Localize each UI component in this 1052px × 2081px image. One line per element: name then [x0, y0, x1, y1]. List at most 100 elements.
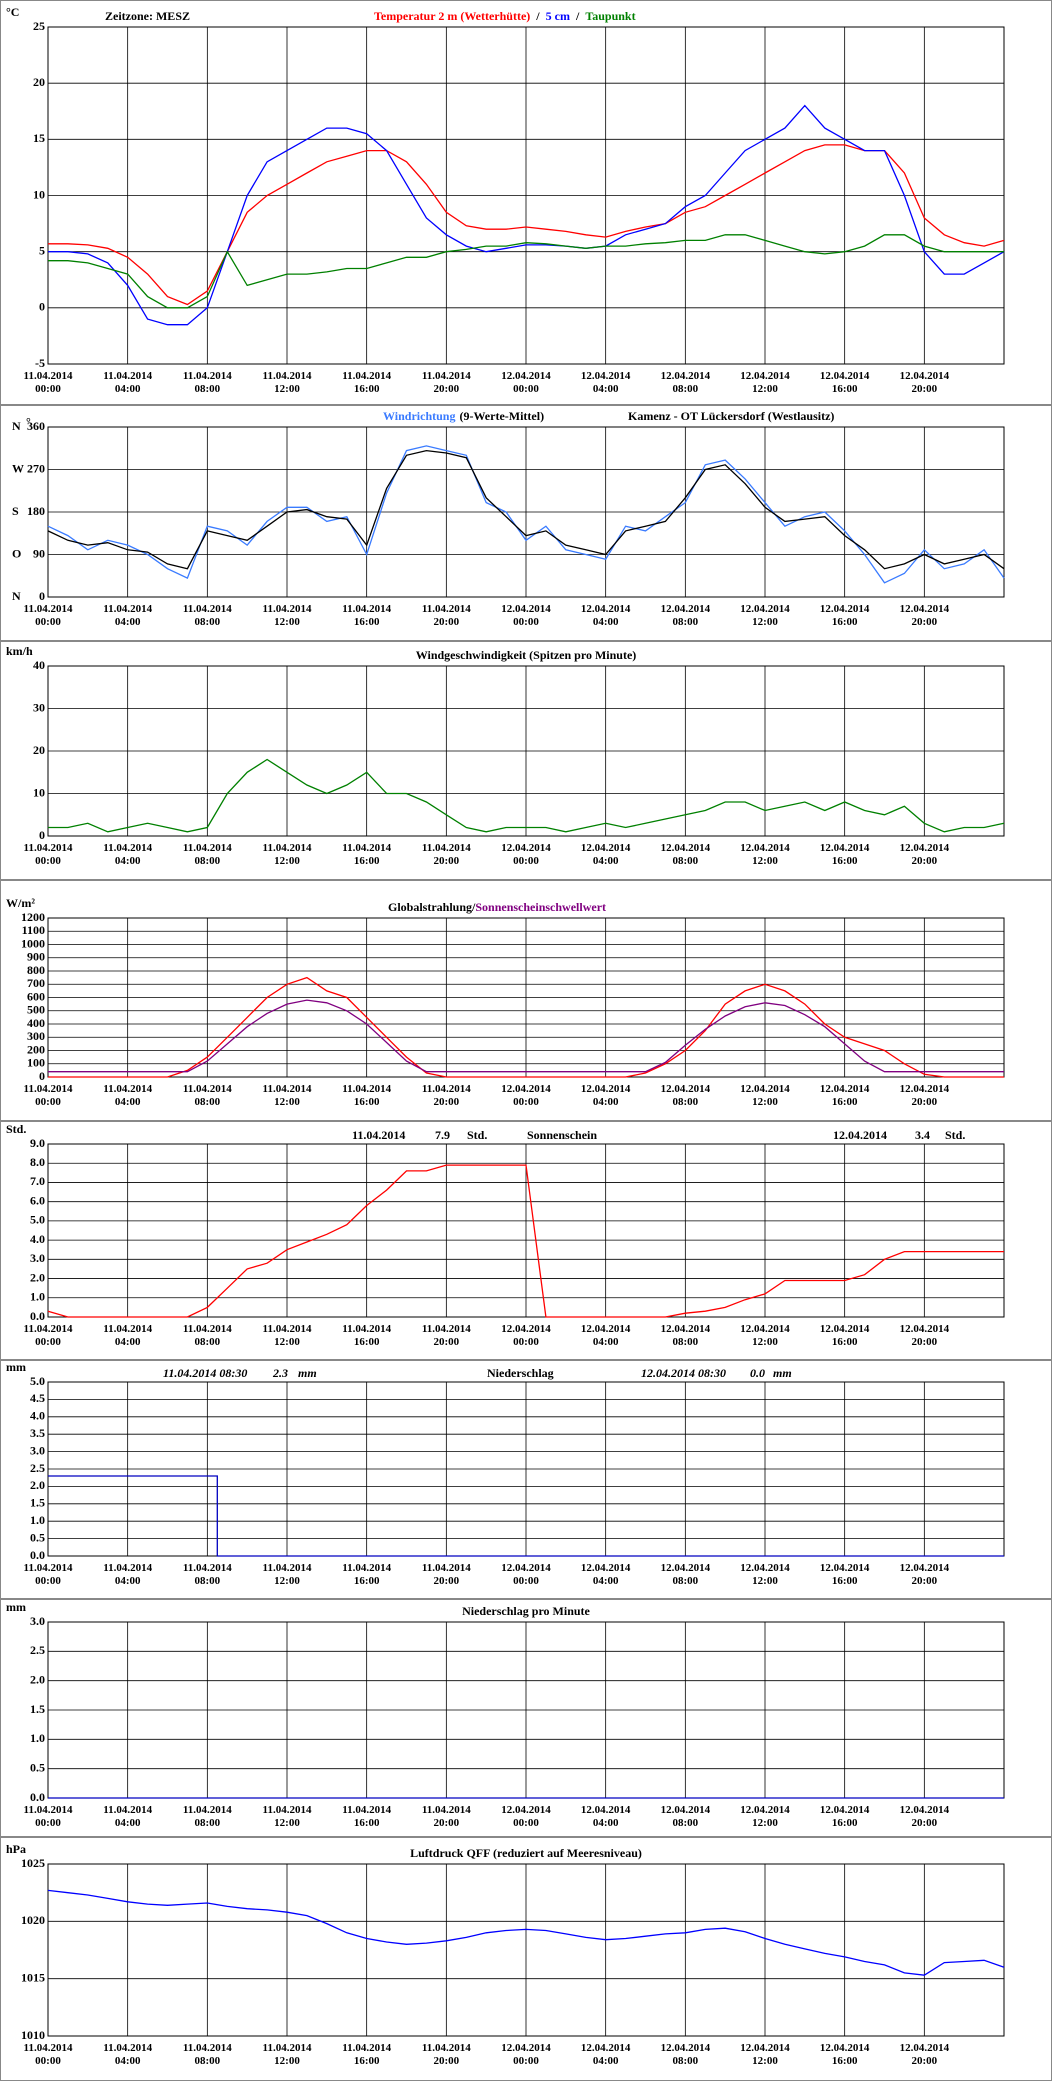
y-tick-label: 1.5 — [30, 1702, 45, 1716]
y-tick-label: 1000 — [21, 936, 45, 950]
y-tick-label: 500 — [27, 1003, 45, 1017]
y-tick-label: 20 — [33, 743, 45, 757]
x-tick-label: 12.04.2014 16:00 — [819, 603, 870, 628]
y-tick-label: 1025 — [21, 1856, 45, 1870]
y-tick-label: 700 — [27, 976, 45, 990]
chart-title: Luftdruck QFF (reduziert auf Meeresnivea… — [410, 1846, 642, 1860]
y-unit-label: Std. — [6, 1122, 26, 1136]
x-tick-label: 11.04.2014 12:00 — [262, 1083, 312, 1108]
x-tick-label: 12.04.2014 20:00 — [899, 1804, 950, 1829]
x-tick-label: 11.04.2014 12:00 — [262, 842, 312, 867]
y-tick-label: 1015 — [21, 1970, 45, 1984]
direction-label: N — [12, 589, 21, 603]
x-tick-label: 11.04.2014 20:00 — [421, 603, 471, 628]
x-tick-label: 12.04.2014 08:00 — [660, 1083, 711, 1108]
x-tick-label: 12.04.2014 00:00 — [501, 1562, 551, 1587]
x-tick-label: 11.04.2014 16:00 — [342, 842, 392, 867]
y-tick-label: 9.0 — [30, 1136, 45, 1150]
x-tick-label: 12.04.2014 16:00 — [819, 2042, 870, 2067]
series-line — [48, 1475, 1004, 1557]
y-unit-label: W/m² — [6, 896, 35, 910]
x-tick-label: 11.04.2014 12:00 — [262, 370, 312, 395]
x-tick-label: 12.04.2014 04:00 — [580, 603, 631, 628]
x-tick-label: 11.04.2014 04:00 — [103, 603, 153, 628]
annotation-unit: mm — [773, 1366, 792, 1380]
location-label: Kamenz - OT Lückersdorf (Westlausitz) — [628, 409, 834, 423]
x-tick-label: 11.04.2014 08:00 — [182, 1562, 232, 1587]
x-tick-label: 12.04.2014 20:00 — [899, 2042, 950, 2067]
y-tick-label: 400 — [27, 1016, 45, 1030]
series-line — [48, 104, 1005, 326]
x-tick-label: 12.04.2014 12:00 — [740, 842, 790, 867]
direction-label: W — [12, 461, 24, 475]
y-unit-label: ° — [26, 415, 31, 429]
legend-entry: Sonnenscheinschwellwert — [475, 900, 606, 914]
series-line — [47, 1889, 1005, 1976]
annotation-amount: 0.0 — [750, 1366, 765, 1380]
y-tick-label: 2.0 — [30, 1270, 45, 1284]
y-tick-label: 1200 — [21, 910, 45, 924]
y-tick-label: 30 — [33, 700, 45, 714]
x-tick-label: 11.04.2014 00:00 — [23, 603, 73, 628]
x-tick-label: 12.04.2014 12:00 — [740, 2042, 790, 2067]
y-tick-label: 3.5 — [30, 1426, 45, 1440]
timezone-label: Zeitzone: MESZ — [105, 9, 190, 23]
y-unit-label: hPa — [6, 1842, 26, 1856]
x-tick-label: 12.04.2014 00:00 — [501, 603, 551, 628]
direction-label: O — [12, 546, 21, 560]
x-tick-label: 12.04.2014 12:00 — [740, 1804, 790, 1829]
y-tick-label: 6.0 — [30, 1193, 45, 1207]
legend-separator: / — [535, 9, 540, 23]
y-tick-label: 300 — [27, 1029, 45, 1043]
x-tick-label: 11.04.2014 20:00 — [421, 370, 471, 395]
x-tick-label: 11.04.2014 20:00 — [421, 842, 471, 867]
x-tick-label: 11.04.2014 12:00 — [262, 1804, 312, 1829]
y-tick-label: 200 — [27, 1042, 45, 1056]
chart-title: Sonnenschein — [527, 1128, 597, 1142]
y-tick-label: 0.0 — [30, 1548, 45, 1562]
chart-title: Globalstrahlung/ — [388, 900, 476, 914]
x-tick-label: 11.04.2014 00:00 — [23, 1804, 73, 1829]
series-line — [47, 449, 1005, 570]
y-tick-label: 3.0 — [30, 1614, 45, 1628]
y-unit-label: mm — [6, 1600, 26, 1614]
x-tick-label: 12.04.2014 04:00 — [580, 1323, 631, 1348]
x-tick-label: 11.04.2014 12:00 — [262, 1323, 312, 1348]
legend-entry: 5 cm — [546, 9, 570, 23]
x-tick-label: 12.04.2014 12:00 — [740, 1323, 790, 1348]
y-tick-label: 270 — [27, 461, 45, 475]
y-tick-label: 25 — [33, 19, 45, 33]
y-tick-label: 900 — [27, 950, 45, 964]
x-tick-label: 11.04.2014 12:00 — [262, 603, 312, 628]
annotation-date: 11.04.2014 08:30 — [163, 1366, 247, 1380]
x-tick-label: 11.04.2014 16:00 — [342, 1323, 392, 1348]
y-tick-label: 3.0 — [30, 1443, 45, 1457]
y-tick-label: 2.5 — [30, 1461, 45, 1475]
y-tick-label: 1.5 — [30, 1496, 45, 1510]
y-tick-label: 0 — [39, 589, 45, 603]
x-tick-label: 12.04.2014 20:00 — [899, 1083, 950, 1108]
x-tick-label: 11.04.2014 16:00 — [342, 2042, 392, 2067]
x-tick-label: 12.04.2014 16:00 — [819, 1323, 870, 1348]
x-tick-label: 11.04.2014 08:00 — [182, 1083, 232, 1108]
y-unit-label: mm — [6, 1360, 26, 1374]
x-tick-label: 12.04.2014 12:00 — [740, 603, 790, 628]
x-tick-label: 11.04.2014 00:00 — [23, 1323, 73, 1348]
y-unit-label: km/h — [6, 644, 33, 658]
x-tick-label: 11.04.2014 20:00 — [421, 1562, 471, 1587]
y-tick-label: 1020 — [21, 1913, 45, 1927]
x-tick-label: 11.04.2014 00:00 — [23, 842, 73, 867]
y-tick-label: 15 — [33, 131, 45, 145]
x-tick-label: 11.04.2014 04:00 — [103, 1323, 153, 1348]
x-tick-label: 11.04.2014 04:00 — [103, 842, 153, 867]
y-tick-label: 0 — [39, 828, 45, 842]
x-tick-label: 12.04.2014 20:00 — [899, 1323, 950, 1348]
y-tick-label: 4.0 — [30, 1232, 45, 1246]
legend-entry: Windrichtung — [383, 409, 455, 423]
x-tick-label: 12.04.2014 20:00 — [899, 842, 950, 867]
x-tick-label: 11.04.2014 20:00 — [421, 1083, 471, 1108]
direction-label: N — [12, 419, 21, 433]
y-tick-label: 2.5 — [30, 1643, 45, 1657]
y-tick-label: 20 — [33, 75, 45, 89]
x-tick-label: 11.04.2014 00:00 — [23, 2042, 73, 2067]
